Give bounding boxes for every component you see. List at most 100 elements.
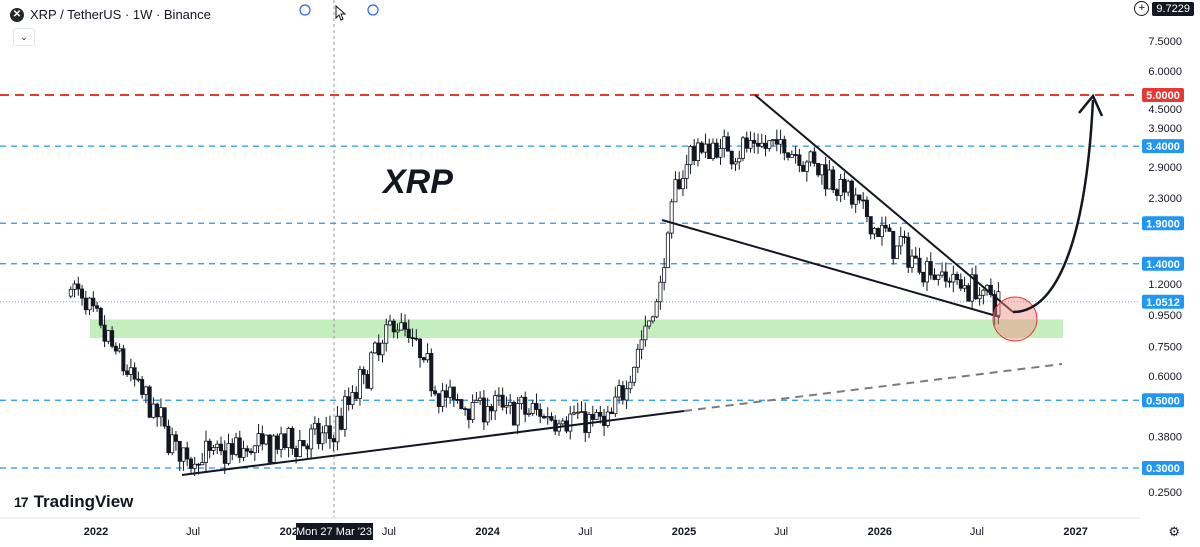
candle-body (113, 345, 118, 352)
candle-body (609, 411, 614, 415)
candle-body (151, 403, 156, 418)
candle-body (279, 433, 284, 450)
candle-body (590, 414, 595, 420)
candle-body (722, 136, 727, 149)
candle-body (973, 274, 978, 300)
horizontal-levels (0, 94, 1140, 469)
support-trendline-projection (683, 363, 1063, 412)
cursor-icon (335, 4, 347, 21)
crosshair-date-label: Mon 27 Mar '23 (296, 526, 372, 538)
candle-body (632, 366, 637, 383)
level-price-tag (1142, 139, 1184, 154)
candle-body (339, 415, 344, 430)
candle-body (962, 285, 967, 289)
candle-body (222, 450, 227, 464)
support-zone (90, 319, 1063, 338)
symbol-label[interactable]: XRP / TetherUS · 1W · Binance (30, 7, 211, 22)
chevron-down-icon[interactable]: ⌄ (13, 28, 35, 46)
candle-body (500, 394, 505, 408)
candle-body (470, 402, 475, 420)
candles (68, 129, 1001, 477)
candle-body (158, 407, 163, 418)
candle-body (110, 330, 115, 347)
candle-body (741, 137, 746, 159)
candle-body (834, 189, 839, 196)
candle-body (87, 297, 92, 311)
level-price-tag (1142, 256, 1184, 271)
candle-body (448, 386, 453, 398)
candle-body (68, 289, 73, 297)
candle-body (639, 339, 644, 350)
candle-body (801, 165, 806, 172)
candle-body (523, 396, 528, 415)
price-tick-label: 7.5000 (1148, 36, 1182, 48)
candle-body (849, 180, 854, 205)
candle-body (677, 179, 682, 190)
top-right-price: + 9.7229 (1134, 1, 1194, 16)
candle-body (673, 179, 678, 203)
candle-body (290, 427, 295, 449)
candle-body (91, 297, 96, 307)
level-price-tag (1142, 461, 1184, 475)
candle-body (342, 396, 347, 430)
candle-body (421, 357, 426, 361)
tradingview-logo[interactable]: 17 TradingView (14, 492, 133, 512)
candle-body (643, 325, 648, 341)
candle-body (925, 261, 930, 283)
candle-body (786, 152, 791, 158)
candle-body (215, 443, 220, 448)
wedge-upper-line (754, 94, 1014, 313)
candle-body (106, 330, 111, 342)
price-tick-label: 2.3000 (1148, 193, 1182, 205)
candle-body (665, 232, 670, 269)
candle-body (121, 348, 126, 372)
candle-body (264, 434, 269, 445)
level-price-tag-label: 1.9000 (1146, 218, 1180, 230)
candle-body (707, 143, 712, 159)
candle-body (534, 402, 539, 410)
price-axis: 7.5000 6.0000 4.5000 3.9000 2.9000 2.3000 1.20… (1142, 36, 1184, 499)
candle-body (940, 271, 945, 276)
candle-body (549, 416, 554, 421)
candle-body (252, 445, 257, 454)
candle-body (891, 230, 896, 259)
candle-body (594, 412, 599, 420)
candle-body (335, 415, 340, 443)
level-price-tag-label: 0.5000 (1146, 395, 1180, 407)
tradingview-logo-text: TradingView (33, 492, 134, 511)
plus-icon[interactable]: + (1134, 1, 1150, 16)
candle-body (669, 201, 674, 234)
candle-body (970, 274, 975, 302)
candle-body (80, 288, 85, 299)
candle-body (320, 432, 325, 445)
candle-body (463, 408, 468, 411)
candle-body (519, 396, 524, 405)
candle-body (369, 352, 374, 389)
candle-body (128, 367, 133, 375)
candle-body (425, 353, 430, 361)
candle-body (83, 297, 88, 311)
candle-body (748, 140, 753, 149)
time-tick-label: Jul (186, 526, 200, 538)
candle-body (466, 408, 471, 420)
candle-body (391, 320, 396, 333)
drawing-handle[interactable] (299, 4, 311, 16)
drawing-handle[interactable] (367, 4, 379, 16)
candle-body (301, 440, 306, 447)
arrow-head-icon (1078, 93, 1104, 117)
gear-icon[interactable]: ⚙ (1168, 524, 1180, 539)
candle-body (654, 301, 659, 318)
candle-body (793, 154, 798, 156)
last-price-tag-label: 1.0512 (1146, 297, 1180, 309)
candle-body (489, 406, 494, 412)
candle-body (902, 236, 907, 238)
candle-body (282, 433, 287, 449)
candle-body (132, 367, 137, 380)
candle-body (966, 285, 971, 302)
candle-body (192, 463, 197, 469)
candle-body (117, 348, 122, 352)
candle-body (752, 140, 757, 144)
candle-body (936, 274, 941, 280)
candle-body (838, 178, 843, 196)
